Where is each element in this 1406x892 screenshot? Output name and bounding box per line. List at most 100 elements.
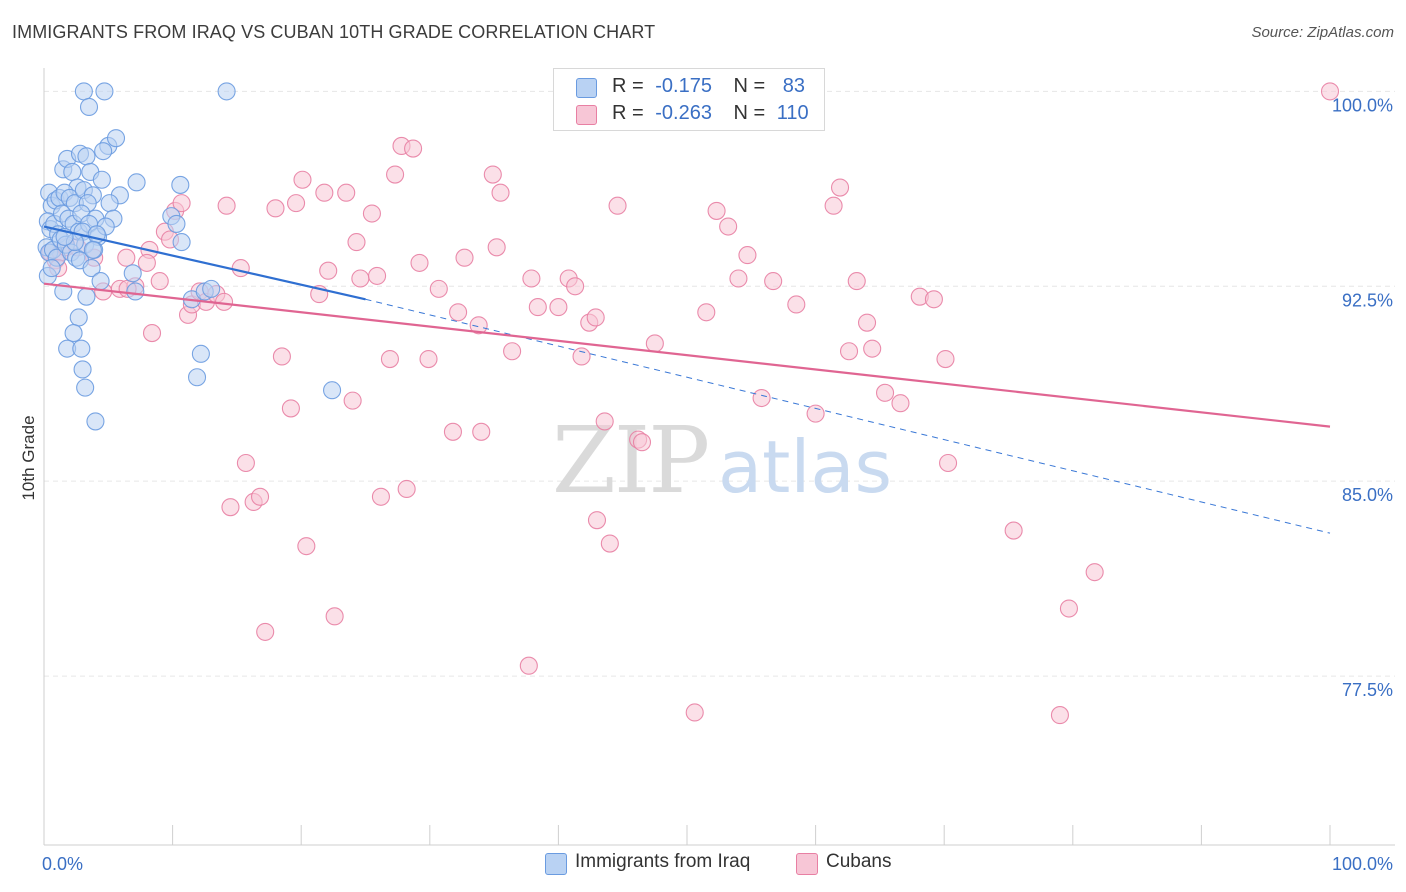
iraq-point: [202, 279, 221, 298]
cubans-point: [924, 290, 943, 309]
cubans-point: [857, 313, 877, 332]
legend-n-value-iraq: 83: [782, 75, 806, 97]
legend-r-label: R =: [612, 102, 644, 124]
cubans-point: [764, 272, 783, 291]
legend-swatch-iraq: [576, 78, 597, 98]
cubans-point: [297, 537, 316, 556]
cubans-point: [528, 298, 547, 317]
legend-swatch-cubans: [576, 105, 597, 125]
iraq-point: [91, 272, 110, 291]
iraq-point: [106, 129, 126, 148]
cubans-point: [410, 253, 429, 272]
cubans-point: [256, 622, 275, 641]
iraq-point: [69, 308, 88, 327]
cubans-point: [519, 656, 538, 675]
cubans-point: [847, 272, 866, 291]
cubans-point: [272, 347, 291, 366]
iraq-point: [42, 259, 61, 278]
iraq-point: [187, 368, 207, 387]
watermark-zip: ZIP: [552, 407, 708, 514]
cubans-point: [587, 511, 607, 530]
cubans-point: [863, 339, 882, 358]
cubans-point: [150, 272, 169, 291]
legend-n-label: N =: [733, 75, 766, 97]
cubans-point: [371, 487, 390, 506]
iraq-point: [83, 240, 102, 259]
cubans-point: [236, 453, 255, 473]
iraq-point: [171, 175, 190, 194]
cubans-point: [1050, 706, 1069, 725]
cubans-point: [707, 201, 726, 220]
cubans-point: [325, 607, 344, 626]
cubans-point: [936, 350, 955, 369]
iraq-point: [92, 170, 111, 189]
cubans-point: [595, 412, 614, 431]
legend-r-value-cubans: -0.263: [655, 102, 712, 124]
cubans-point: [281, 399, 300, 418]
x-min-label: 0.0%: [42, 854, 83, 874]
iraq-point: [126, 282, 145, 301]
iraq-point: [94, 142, 113, 161]
y-axis-title: 10th Grade: [19, 415, 38, 500]
y-tick-label: 77.5%: [1342, 680, 1393, 700]
cubans-point: [608, 196, 627, 215]
cubans-point: [566, 277, 585, 296]
cubans-point: [572, 347, 591, 366]
cubans-point: [586, 308, 605, 327]
cubans-point: [719, 217, 738, 236]
cubans-point: [214, 292, 234, 311]
cubans-point: [752, 388, 771, 408]
cubans-point: [600, 534, 619, 553]
cubans-point: [315, 183, 334, 202]
cubans-point: [362, 204, 381, 223]
cubans-point: [404, 139, 423, 158]
iraq-point: [82, 259, 101, 278]
iraq-points: [37, 82, 342, 431]
cubans-point: [645, 334, 664, 353]
cubans-point: [839, 342, 859, 361]
cubans-point: [830, 178, 850, 197]
cubans-point: [217, 196, 236, 215]
iraq-point: [76, 378, 95, 397]
cubans-point: [472, 422, 491, 441]
iraq-trend-line: [43, 225, 366, 301]
legend-n-value-cubans: 110: [776, 102, 809, 124]
cubans-trend-line: [43, 282, 1331, 428]
cubans-point: [483, 165, 502, 184]
cubans-point: [137, 253, 156, 272]
cubans-point: [231, 259, 250, 278]
y-tick-label: 100.0%: [1332, 95, 1393, 115]
cubans-point: [443, 422, 462, 441]
cubans-point: [806, 404, 825, 423]
iraq-point: [167, 214, 186, 233]
stats-legend: R = -0.175 N = 83 R = -0.263 N = 110: [553, 68, 825, 131]
x-max-label: 100.0%: [1332, 854, 1393, 874]
legend-r-label: R =: [612, 75, 644, 97]
cubans-point: [522, 269, 541, 288]
trend-lines: [43, 225, 1331, 534]
cubans-point: [1085, 563, 1104, 582]
grid-lines: [44, 90, 1395, 677]
cubans-points: [41, 82, 1340, 725]
cubans-point: [824, 196, 843, 215]
legend-text-cubans: R = -0.263 N = 110: [612, 102, 809, 125]
iraq-point: [123, 264, 142, 283]
iraq-point: [72, 339, 91, 358]
iraq-point: [191, 344, 210, 363]
iraq-point: [323, 381, 342, 400]
bottom-legend-label-cubans: Cubans: [826, 851, 892, 872]
cubans-point: [875, 383, 895, 402]
iraq-point: [79, 97, 99, 117]
cubans-point: [319, 261, 338, 280]
cubans-point: [1320, 82, 1340, 101]
cubans-point: [549, 298, 568, 317]
cubans-point: [787, 295, 806, 314]
cubans-point: [293, 170, 312, 189]
y-tick-labels: 77.5% 85.0% 92.5% 100.0%: [1332, 95, 1393, 700]
cubans-point: [1059, 599, 1078, 618]
cubans-point: [287, 194, 306, 213]
y-tick-label: 92.5%: [1342, 290, 1393, 310]
cubans-point: [142, 324, 162, 343]
bottom-legend-label-iraq: Immigrants from Iraq: [575, 851, 751, 872]
